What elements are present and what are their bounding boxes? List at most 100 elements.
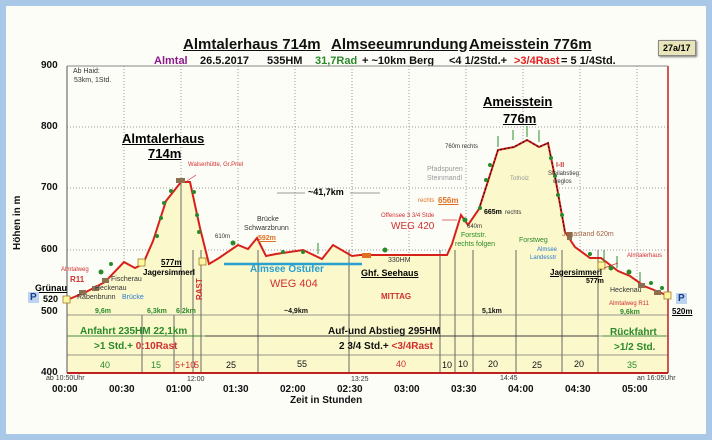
label-mittag: MITTAG — [381, 292, 412, 301]
ytick-800: 800 — [41, 121, 58, 132]
label-steinmandl: Steinmandl — [427, 175, 463, 182]
peak-ameisstein-height: 776m — [503, 111, 537, 126]
segment-minutes: 10 — [442, 360, 453, 370]
y-axis-label: Höhen in m — [12, 195, 23, 250]
label-steilabstieg: Steilabstieg — [548, 171, 580, 177]
segment-minutes: 40 — [100, 360, 111, 370]
label-schwarzbrunn: Schwarzbrunn — [244, 225, 289, 232]
label-592m: 592m — [258, 235, 276, 242]
timeline-band — [67, 315, 668, 373]
xtick-0200: 02:00 — [280, 384, 306, 395]
label-almtalweg: Almtalweg — [61, 267, 89, 273]
xtick-0000: 00:00 — [52, 384, 78, 395]
phase-anfahrt: Anfahrt 235HM 22,1km — [80, 326, 188, 337]
segment-minutes: 5 — [194, 360, 200, 370]
label-fischerau: Fischerau — [111, 276, 142, 283]
label-forststr: Forststr. — [461, 232, 487, 239]
label-almsee-right: Almsee — [537, 247, 558, 253]
phase-aufabstieg: Auf-und Abstieg 295HM — [328, 326, 441, 337]
subtitle-berg: + ~10km Berg — [362, 55, 435, 67]
label-jagastand: Jagastand 620m — [562, 231, 614, 238]
xtick-0130: 01:30 — [223, 384, 249, 395]
label-520-left: 520 — [43, 294, 59, 304]
annotation-ab-haid-detail: 53km, 1Std. — [74, 77, 112, 84]
label-ghf-seehaus: Ghf. Seehaus — [361, 268, 419, 278]
waypoint-markers — [62, 257, 672, 304]
title-ameisstein: Ameisstein 776m — [469, 36, 592, 53]
xtick-0030: 00:30 — [109, 384, 135, 395]
label-jagersimmerl-left: Jagersimmerl — [143, 268, 196, 277]
clock-start: ab 10:50Uhr — [46, 375, 85, 382]
xtick-0300: 03:00 — [394, 384, 420, 395]
label-577m-left: 577m — [161, 258, 182, 267]
subtitle-time: <4 1/2Std.+ — [449, 55, 508, 67]
xtick-0230: 02:30 — [337, 384, 363, 395]
title-almseeumrundung: Almseeumrundung — [331, 36, 468, 53]
xtick-0400: 04:00 — [508, 384, 534, 395]
label-heckenau-left: Heckenau — [95, 285, 127, 292]
segment-minutes: 5+10 — [175, 360, 196, 370]
segment-minutes: 15 — [151, 360, 162, 370]
label-bruecke: Brücke — [257, 216, 279, 223]
label-610m: 610m — [215, 234, 231, 240]
label-landesstr: Landesstr — [530, 255, 557, 261]
xtick-0100: 01:00 — [166, 384, 192, 395]
phase-anfahrt-time: >1 Std.+ 0:10Rast — [94, 341, 178, 352]
label-330hm: 330HM — [388, 257, 411, 264]
xtick-0330: 03:30 — [451, 384, 477, 395]
title-almtalerhaus: Almtalerhaus 714m — [183, 36, 321, 53]
distance-label: 6,2km — [176, 308, 196, 315]
segment-minutes: 25 — [532, 360, 543, 370]
phase-aufabstieg-time: 2 3/4 Std.+ <3/4Rast — [339, 341, 433, 352]
subtitle-bike: 31,7Rad — [315, 55, 358, 67]
peak-almtalerhaus-height: 714m — [148, 146, 182, 161]
label-grade: I-II — [556, 162, 565, 169]
tour-number-badge: 27a/17 — [658, 40, 696, 56]
distance-label: 6,3km — [147, 308, 167, 315]
label-gruenau: Grünau — [35, 283, 68, 293]
x-axis-label: Zeit in Stunden — [290, 395, 363, 406]
segment-minutes: 20 — [574, 359, 585, 369]
label-rechts-folgen: rechts folgen — [455, 241, 496, 248]
xtick-0500: 05:00 — [622, 384, 648, 395]
parking-icon-left: P — [28, 292, 39, 303]
label-pfadspuren: Pfadspuren — [427, 166, 463, 173]
segment-minutes: 20 — [488, 359, 499, 369]
label-forstweg: Forstweg — [519, 237, 548, 244]
segment-minutes: 35 — [627, 360, 638, 370]
xtick-0430: 04:30 — [565, 384, 591, 395]
hut-markers — [79, 178, 661, 295]
segment-minutes: 10 — [458, 359, 469, 369]
label-weglos: weglos — [553, 179, 572, 185]
ytick-500: 500 — [41, 306, 58, 317]
tree-markers — [98, 156, 664, 290]
label-almtalerhaus-right: Almtalerhaus — [627, 253, 663, 259]
label-bruecke-blue: Brücke — [122, 294, 144, 301]
ytick-600: 600 — [41, 244, 58, 255]
segment-minutes: 40 — [396, 359, 407, 369]
phase-rueckfahrt-time: >1/2 Std. — [614, 342, 656, 353]
elevation-profile-line — [66, 138, 669, 301]
distance-label: 9,6m — [95, 308, 111, 315]
subtitle-rest: >3/4Rast — [514, 55, 560, 67]
clock-1200: 12:00 — [187, 376, 205, 383]
label-656m: 656m — [438, 196, 459, 205]
label-r11: R11 — [70, 275, 85, 284]
label-520m-right: 520m — [672, 307, 693, 316]
label-almtalweg-r11: Almtalweg R11 — [609, 301, 649, 307]
subtitle-total: = 5 1/4Std. — [561, 55, 616, 67]
flag-markers — [317, 126, 641, 282]
label-rechts: rechts — [418, 198, 435, 204]
peak-almtalerhaus-name: Almtalerhaus — [122, 131, 205, 146]
label-total-distance: ~41,7km — [308, 187, 344, 197]
ytick-400: 400 — [41, 367, 58, 378]
peak-ameisstein-name: Ameisstein — [483, 94, 553, 109]
label-weg-420: WEG 420 — [391, 221, 435, 232]
segment-minutes: 25 — [226, 360, 237, 370]
annotation-ab-haid: Ab Haid: — [73, 68, 100, 75]
label-577m-right: 577m — [586, 278, 604, 285]
label-rabenbrunn: Rabenbrunn — [77, 294, 116, 301]
distance-label: 5,1km — [482, 308, 502, 315]
annotation-walserhuette: Walserhütte, Gr.Priel — [188, 162, 244, 168]
